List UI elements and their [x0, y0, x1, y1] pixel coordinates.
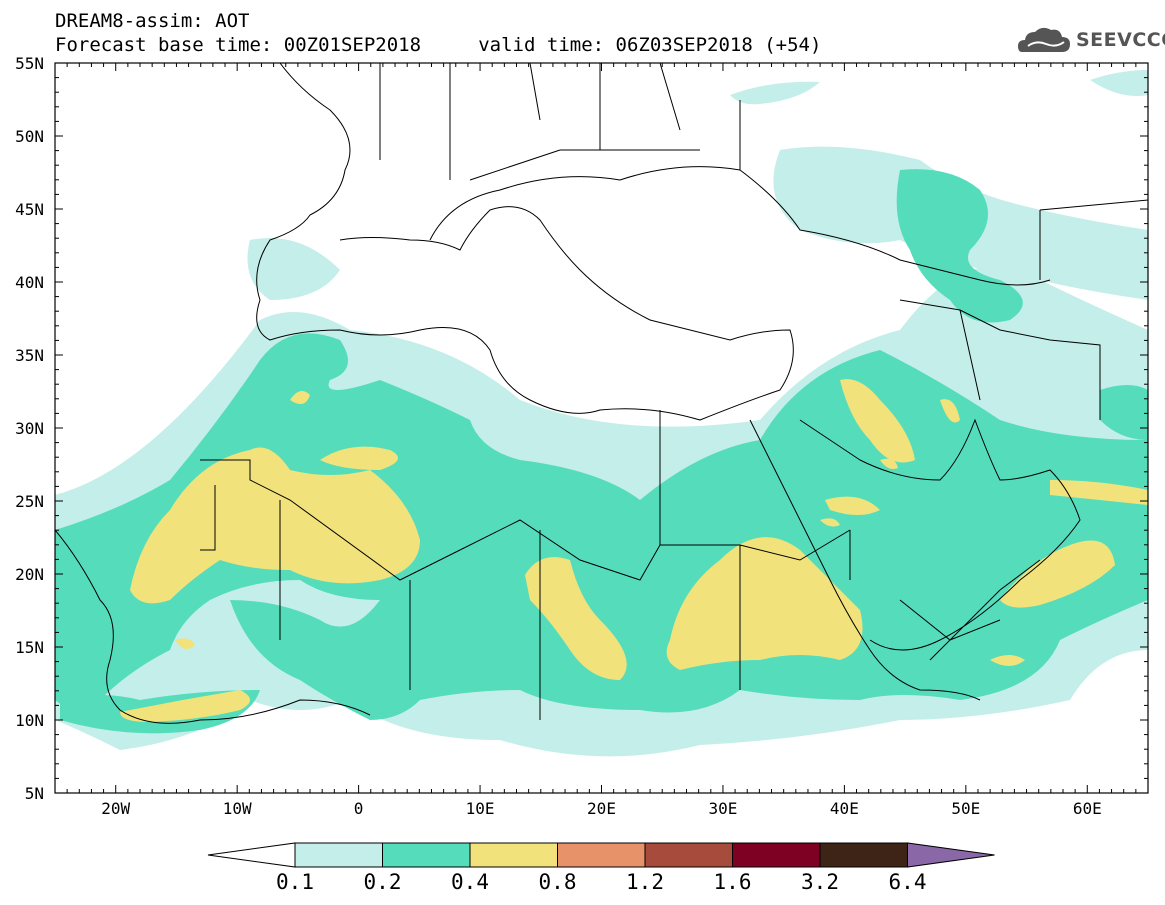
latitude-label: 10N: [15, 711, 44, 730]
colorbar-segment: [557, 842, 646, 868]
colorbar-segment: [732, 842, 821, 868]
colorbar-label: 0.8: [538, 870, 577, 894]
latitude-label: 35N: [15, 346, 44, 365]
longitude-label: 30E: [708, 799, 738, 818]
colorbar-segment: [644, 842, 733, 868]
latitude-label: 15N: [15, 638, 44, 657]
logo-text: SEEVCCC: [1076, 29, 1165, 51]
latitude-label: 55N: [15, 54, 44, 73]
colorbar-label: 0.1: [276, 870, 314, 894]
latitude-label: 20N: [15, 565, 44, 584]
colorbar-segment: [382, 842, 471, 868]
latitude-label: 50N: [15, 127, 44, 146]
colorbar-label: 0.4: [451, 870, 489, 894]
colorbar-segment: [294, 842, 383, 868]
colorbar: [207, 842, 995, 868]
longitude-label: 50E: [951, 799, 981, 818]
latitude-label: 45N: [15, 200, 44, 219]
aot-field: [55, 63, 1148, 793]
latitude-label: 30N: [15, 419, 44, 438]
colorbar-low-arrow: [207, 842, 296, 868]
longitude-label: 20W: [101, 799, 131, 818]
colorbar-segment: [819, 842, 908, 868]
longitude-label: 40E: [829, 799, 859, 818]
longitude-label: 10E: [465, 799, 495, 818]
colorbar-label: 0.2: [363, 870, 402, 894]
colorbar-label: 6.4: [888, 870, 927, 894]
longitude-label: 60E: [1072, 799, 1102, 818]
longitude-label: 10W: [222, 799, 252, 818]
latitude-label: 40N: [15, 273, 44, 292]
latitude-label: 25N: [15, 492, 44, 511]
longitude-label: 0: [353, 799, 364, 818]
forecast-time-label: Forecast base time: 00Z01SEP2018 valid t…: [55, 34, 822, 56]
latitude-label: 5N: [24, 784, 44, 803]
colorbar-label: 1.6: [713, 870, 752, 894]
longitude-label: 20E: [587, 799, 616, 818]
colorbar-high-arrow: [907, 842, 995, 868]
colorbar-segment: [469, 842, 558, 868]
cloud-logo-icon: [1018, 27, 1070, 52]
colorbar-label: 3.2: [801, 870, 839, 894]
map-title: DREAM8-assim: AOT: [55, 10, 250, 32]
axis-ticks: [54, 62, 1149, 794]
colorbar-label: 1.2: [626, 870, 664, 894]
